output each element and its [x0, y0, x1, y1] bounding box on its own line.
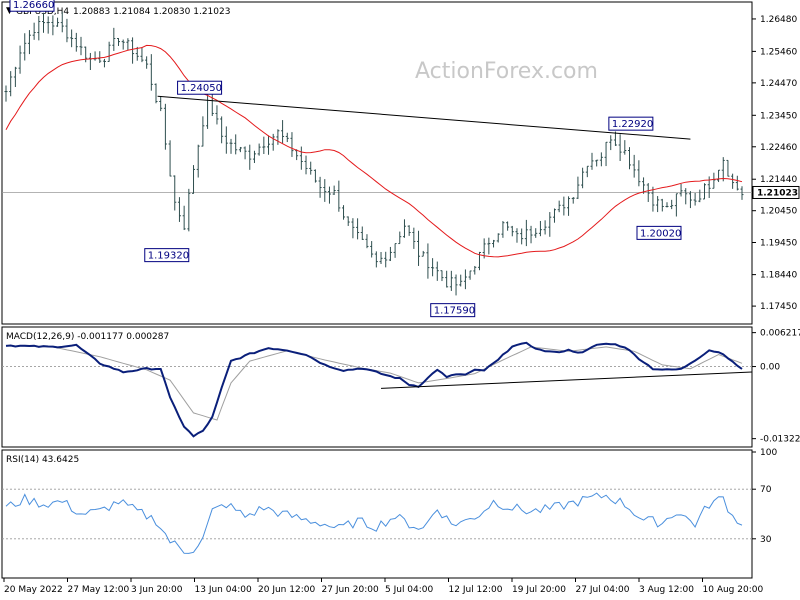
current-price-tag-label: 1.21023	[757, 188, 798, 198]
x-axis-tick-label: 27 Jun 20:00	[322, 585, 379, 595]
price-axis-tick-label: 1.23450	[760, 111, 797, 121]
price-annotation-label: 1.26660	[13, 0, 54, 11]
x-axis-tick-label: 27 May 12:00	[68, 585, 130, 595]
price-axis-tick-label: 1.21440	[760, 175, 797, 185]
price-annotation-box	[636, 225, 682, 240]
moving-average-line	[5, 44, 743, 258]
macd-axis-tick-label: -0.01322	[760, 435, 800, 445]
macd-panel-frame	[1, 326, 753, 448]
x-axis-tick-label: 12 Jul 12:00	[449, 585, 503, 595]
x-axis-tick-label: 13 Jun 04:00	[195, 585, 252, 595]
price-annotation-label: 1.24050	[181, 83, 222, 94]
rsi-title: RSI(14) 43.6425	[6, 455, 79, 465]
rsi-axis-tick-label: 100	[760, 448, 777, 458]
x-axis-tick-label: 10 Aug 20:00	[703, 585, 764, 595]
price-annotation-label: 1.19320	[148, 251, 189, 262]
macd-title: MACD(12,26,9) -0.001177 0.000287	[6, 332, 169, 342]
x-axis-tick-label: 5 Jul 04:00	[385, 585, 434, 595]
price-axis-tick-label: 1.25460	[760, 47, 797, 57]
price-panel-frame	[1, 1, 753, 325]
price-annotation-box	[9, 0, 55, 12]
price-axis-tick-label: 1.19450	[760, 239, 797, 249]
price-axis-tick-label: 1.26480	[760, 15, 797, 25]
ohlc-readout: 1.20883 1.21084 1.20830 1.21023	[73, 7, 230, 17]
macd-line	[5, 341, 743, 438]
macd-signal-line	[5, 345, 743, 421]
rsi-panel-frame	[1, 449, 753, 579]
macd-trendline	[381, 371, 753, 389]
price-annotation-label: 1.17590	[434, 306, 475, 317]
x-axis-tick-label: 27 Jul 04:00	[576, 585, 630, 595]
symbol-label: GBPUSD,H4	[16, 7, 69, 17]
x-axis-tick-label: 3 Aug 12:00	[639, 585, 694, 595]
price-annotation-box	[608, 116, 654, 131]
x-axis-tick-label: 3 Jun 20:00	[131, 585, 183, 595]
price-axis-tick-label: 1.17450	[760, 302, 797, 312]
price-annotation-box	[177, 80, 223, 95]
macd-axis-tick-label: 0.006217	[760, 329, 800, 339]
price-annotation-label: 1.20020	[640, 228, 681, 239]
x-axis-tick-label: 20 Jun 12:00	[258, 585, 315, 595]
macd-axis-tick-label: 0.00	[760, 363, 780, 373]
price-axis-tick-label: 1.24470	[760, 79, 797, 89]
price-annotation-box	[144, 248, 190, 263]
x-axis-tick-label: 19 Jul 20:00	[512, 585, 566, 595]
rsi-line	[5, 492, 743, 554]
price-axis-tick-label: 1.22460	[760, 143, 797, 153]
x-axis-tick-label: 20 May 2022	[4, 585, 63, 595]
price-axis-tick-label: 1.18440	[760, 271, 797, 281]
rsi-axis-tick-label: 70	[760, 485, 772, 495]
rsi-axis-tick-label: 30	[760, 535, 772, 545]
price-trendline	[157, 95, 691, 140]
price-annotation-box	[430, 303, 476, 318]
watermark: ActionForex.com	[415, 59, 598, 84]
current-price-tag	[752, 185, 800, 199]
price-annotation-label: 1.22920	[612, 119, 653, 130]
price-axis-tick-label: 1.20450	[760, 207, 797, 217]
